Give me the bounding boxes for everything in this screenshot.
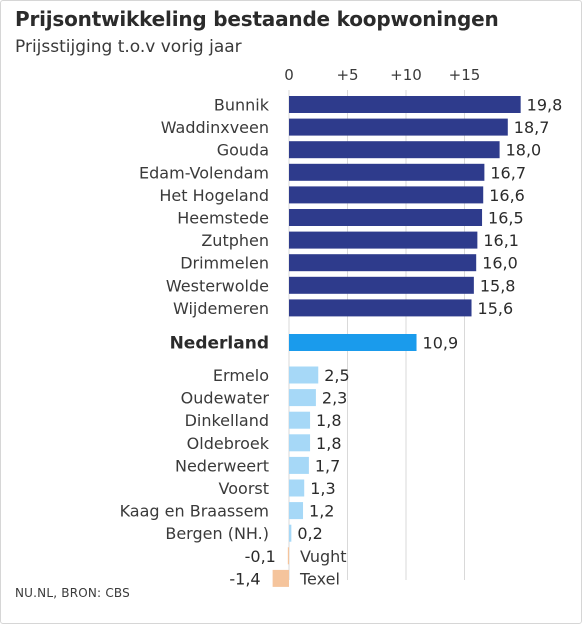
- data-label: 1,2: [309, 502, 334, 521]
- x-tick-label: 0: [284, 66, 294, 84]
- category-label: Vught: [300, 547, 347, 566]
- x-tick-label: +5: [336, 66, 358, 84]
- category-label: Waddinxveen: [161, 118, 269, 137]
- bar: [289, 96, 521, 113]
- bar: [289, 334, 417, 351]
- bar: [289, 411, 311, 429]
- category-label: Zutphen: [201, 231, 269, 250]
- category-label: Texel: [299, 569, 340, 588]
- data-label: -1,4: [229, 569, 260, 588]
- data-label: 1,8: [316, 434, 341, 453]
- bar: [289, 209, 483, 226]
- category-label: Oudewater: [181, 389, 270, 408]
- data-label: 18,0: [506, 141, 542, 160]
- category-label: Bergen (NH.): [165, 524, 269, 543]
- data-label: -0,1: [245, 547, 276, 566]
- bar: [289, 524, 292, 542]
- data-label: 15,8: [480, 276, 516, 295]
- bar: [289, 254, 477, 272]
- data-label: 16,6: [489, 186, 525, 205]
- bar: [289, 186, 484, 204]
- data-label: 15,6: [478, 299, 514, 318]
- bar: [289, 163, 485, 181]
- bar: [289, 118, 508, 136]
- bar: [289, 389, 316, 407]
- data-label: 1,3: [310, 479, 335, 498]
- bar: [289, 231, 478, 249]
- data-label: 1,8: [316, 411, 341, 430]
- bar: [289, 502, 304, 520]
- bar: [289, 276, 474, 294]
- category-label: Bunnik: [214, 96, 270, 115]
- category-label: Drimmelen: [180, 254, 269, 273]
- chart-subtitle: Prijsstijging t.o.v vorig jaar: [15, 37, 242, 57]
- category-label: Wijdemeren: [173, 299, 269, 318]
- category-label: Westerwolde: [166, 276, 269, 295]
- data-label: 10,9: [423, 334, 459, 353]
- data-label: 16,0: [482, 254, 518, 273]
- bar: [272, 569, 289, 587]
- data-label: 16,7: [490, 163, 526, 182]
- category-label: Kaag en Braassem: [120, 502, 269, 521]
- category-label: Ermelo: [213, 366, 269, 385]
- data-label: 1,7: [315, 456, 340, 475]
- bar: [289, 366, 319, 384]
- data-label: 0,2: [297, 524, 322, 543]
- data-label: 19,8: [527, 96, 563, 115]
- x-tick-label: +10: [390, 66, 422, 84]
- data-label: 2,5: [324, 366, 349, 385]
- category-label: Heemstede: [177, 209, 269, 228]
- data-label: 18,7: [514, 118, 550, 137]
- data-label: 2,3: [322, 389, 347, 408]
- x-tick-label: +15: [449, 66, 481, 84]
- category-label: Het Hogeland: [159, 186, 269, 205]
- data-label: 16,1: [483, 231, 519, 250]
- category-label: Edam-Volendam: [139, 163, 269, 182]
- category-label: Dinkelland: [185, 411, 269, 430]
- category-label: Oldebroek: [187, 434, 270, 453]
- bar: [287, 547, 290, 565]
- category-label: Voorst: [219, 479, 269, 498]
- bar: [289, 299, 472, 317]
- bar: [289, 479, 305, 497]
- category-label: Gouda: [217, 141, 269, 160]
- category-label: Nederweert: [175, 456, 269, 475]
- data-label: 16,5: [488, 209, 524, 228]
- chart-title: Prijsontwikkeling bestaande koopwoningen: [15, 7, 499, 31]
- bar: [289, 141, 500, 159]
- chart-source: NU.NL, BRON: CBS: [15, 586, 130, 600]
- bar: [289, 434, 311, 452]
- category-label: Nederland: [170, 334, 269, 354]
- bar: [289, 456, 309, 474]
